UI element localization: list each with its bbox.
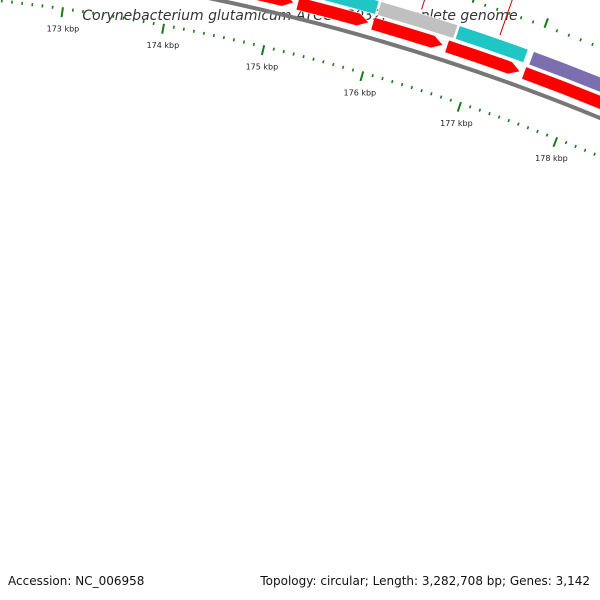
inner-tick [456, 101, 462, 112]
scale-label: 173 kbp [47, 24, 80, 33]
inner-tick [517, 122, 520, 126]
inner-tick [371, 74, 374, 78]
inner-tick [468, 105, 472, 109]
feature-segment [321, 0, 380, 15]
inner-tick [391, 79, 394, 84]
inner-tick [351, 68, 355, 72]
inner-tick [212, 33, 216, 38]
gene-leader-line [421, 0, 426, 10]
inner-tick [507, 118, 511, 123]
inner-tick [182, 27, 185, 31]
inner-tick [583, 148, 587, 152]
gene-leader-line [499, 0, 513, 36]
outer-tick [519, 16, 523, 20]
scale-label: 178 kbp [535, 154, 568, 163]
cds-arrow [521, 66, 600, 110]
inner-tick [222, 35, 226, 40]
cds-arrow [444, 39, 521, 75]
inner-tick [322, 60, 325, 64]
inner-tick [161, 23, 165, 34]
inner-tick [359, 71, 365, 82]
inner-tick [60, 7, 64, 18]
inner-tick [439, 95, 443, 99]
inner-tick [381, 76, 384, 81]
inner-tick [593, 152, 596, 156]
inner-tick [552, 137, 559, 148]
scale-label: 177 kbp [440, 119, 473, 128]
feature-track [321, 0, 600, 93]
outer-tick [483, 3, 487, 7]
cds-arrow [370, 16, 444, 49]
inner-tick [564, 140, 568, 145]
inner-tick [574, 144, 577, 149]
inner-tick [430, 92, 433, 96]
inner-tick [536, 129, 539, 134]
inner-tick [252, 42, 255, 47]
feature-segment [528, 51, 600, 93]
outer-tick [567, 33, 571, 37]
inner-tick [400, 82, 404, 87]
inner-tick [526, 126, 530, 130]
scale-label: 175 kbp [246, 62, 279, 71]
inner-tick [272, 47, 275, 51]
inner-tick [122, 16, 125, 20]
outer-tick [543, 18, 549, 29]
inner-tick [142, 20, 145, 24]
inner-tick [332, 62, 335, 67]
outer-tick [579, 38, 582, 42]
inner-tick [545, 133, 549, 137]
inner-tick [341, 65, 345, 69]
inner-tick [202, 31, 205, 35]
gene-labels: msmAiolBiolDiolEiolGiolH [421, 0, 513, 36]
inner-tick [192, 29, 195, 33]
inner-tick-ring [0, 0, 596, 156]
cds-arrow [295, 0, 370, 27]
outer-tick [495, 7, 499, 12]
outer-tick [591, 42, 594, 47]
cds-track [253, 0, 600, 110]
cds-arrow [253, 0, 295, 7]
inner-tick [132, 18, 135, 22]
inner-tick [420, 89, 423, 93]
inner-tick [242, 40, 246, 44]
inner-tick [172, 25, 175, 29]
inner-tick [282, 49, 285, 54]
genome-summary: Topology: circular; Length: 3,282,708 bp… [260, 574, 590, 588]
outer-tick [555, 29, 559, 33]
inner-tick [152, 21, 155, 26]
inner-tick [232, 38, 236, 42]
inner-tick [292, 52, 295, 56]
inner-tick [478, 108, 482, 112]
inner-tick [302, 54, 305, 59]
feature-segment [376, 1, 459, 39]
feature-segment [454, 25, 529, 63]
outer-tick [507, 11, 511, 16]
scale-label: 174 kbp [147, 41, 180, 50]
scale-label: 176 kbp [344, 88, 377, 97]
inner-tick [260, 45, 266, 56]
inner-tick [497, 115, 501, 119]
inner-tick [449, 98, 453, 102]
accession-label: Accession: NC_006958 [8, 574, 145, 588]
outer-tick [531, 20, 535, 24]
outer-tick [471, 0, 475, 3]
inner-tick [410, 85, 414, 90]
inner-tick [488, 111, 491, 116]
inner-tick [312, 57, 315, 61]
outer-tick-ring [471, 0, 594, 47]
